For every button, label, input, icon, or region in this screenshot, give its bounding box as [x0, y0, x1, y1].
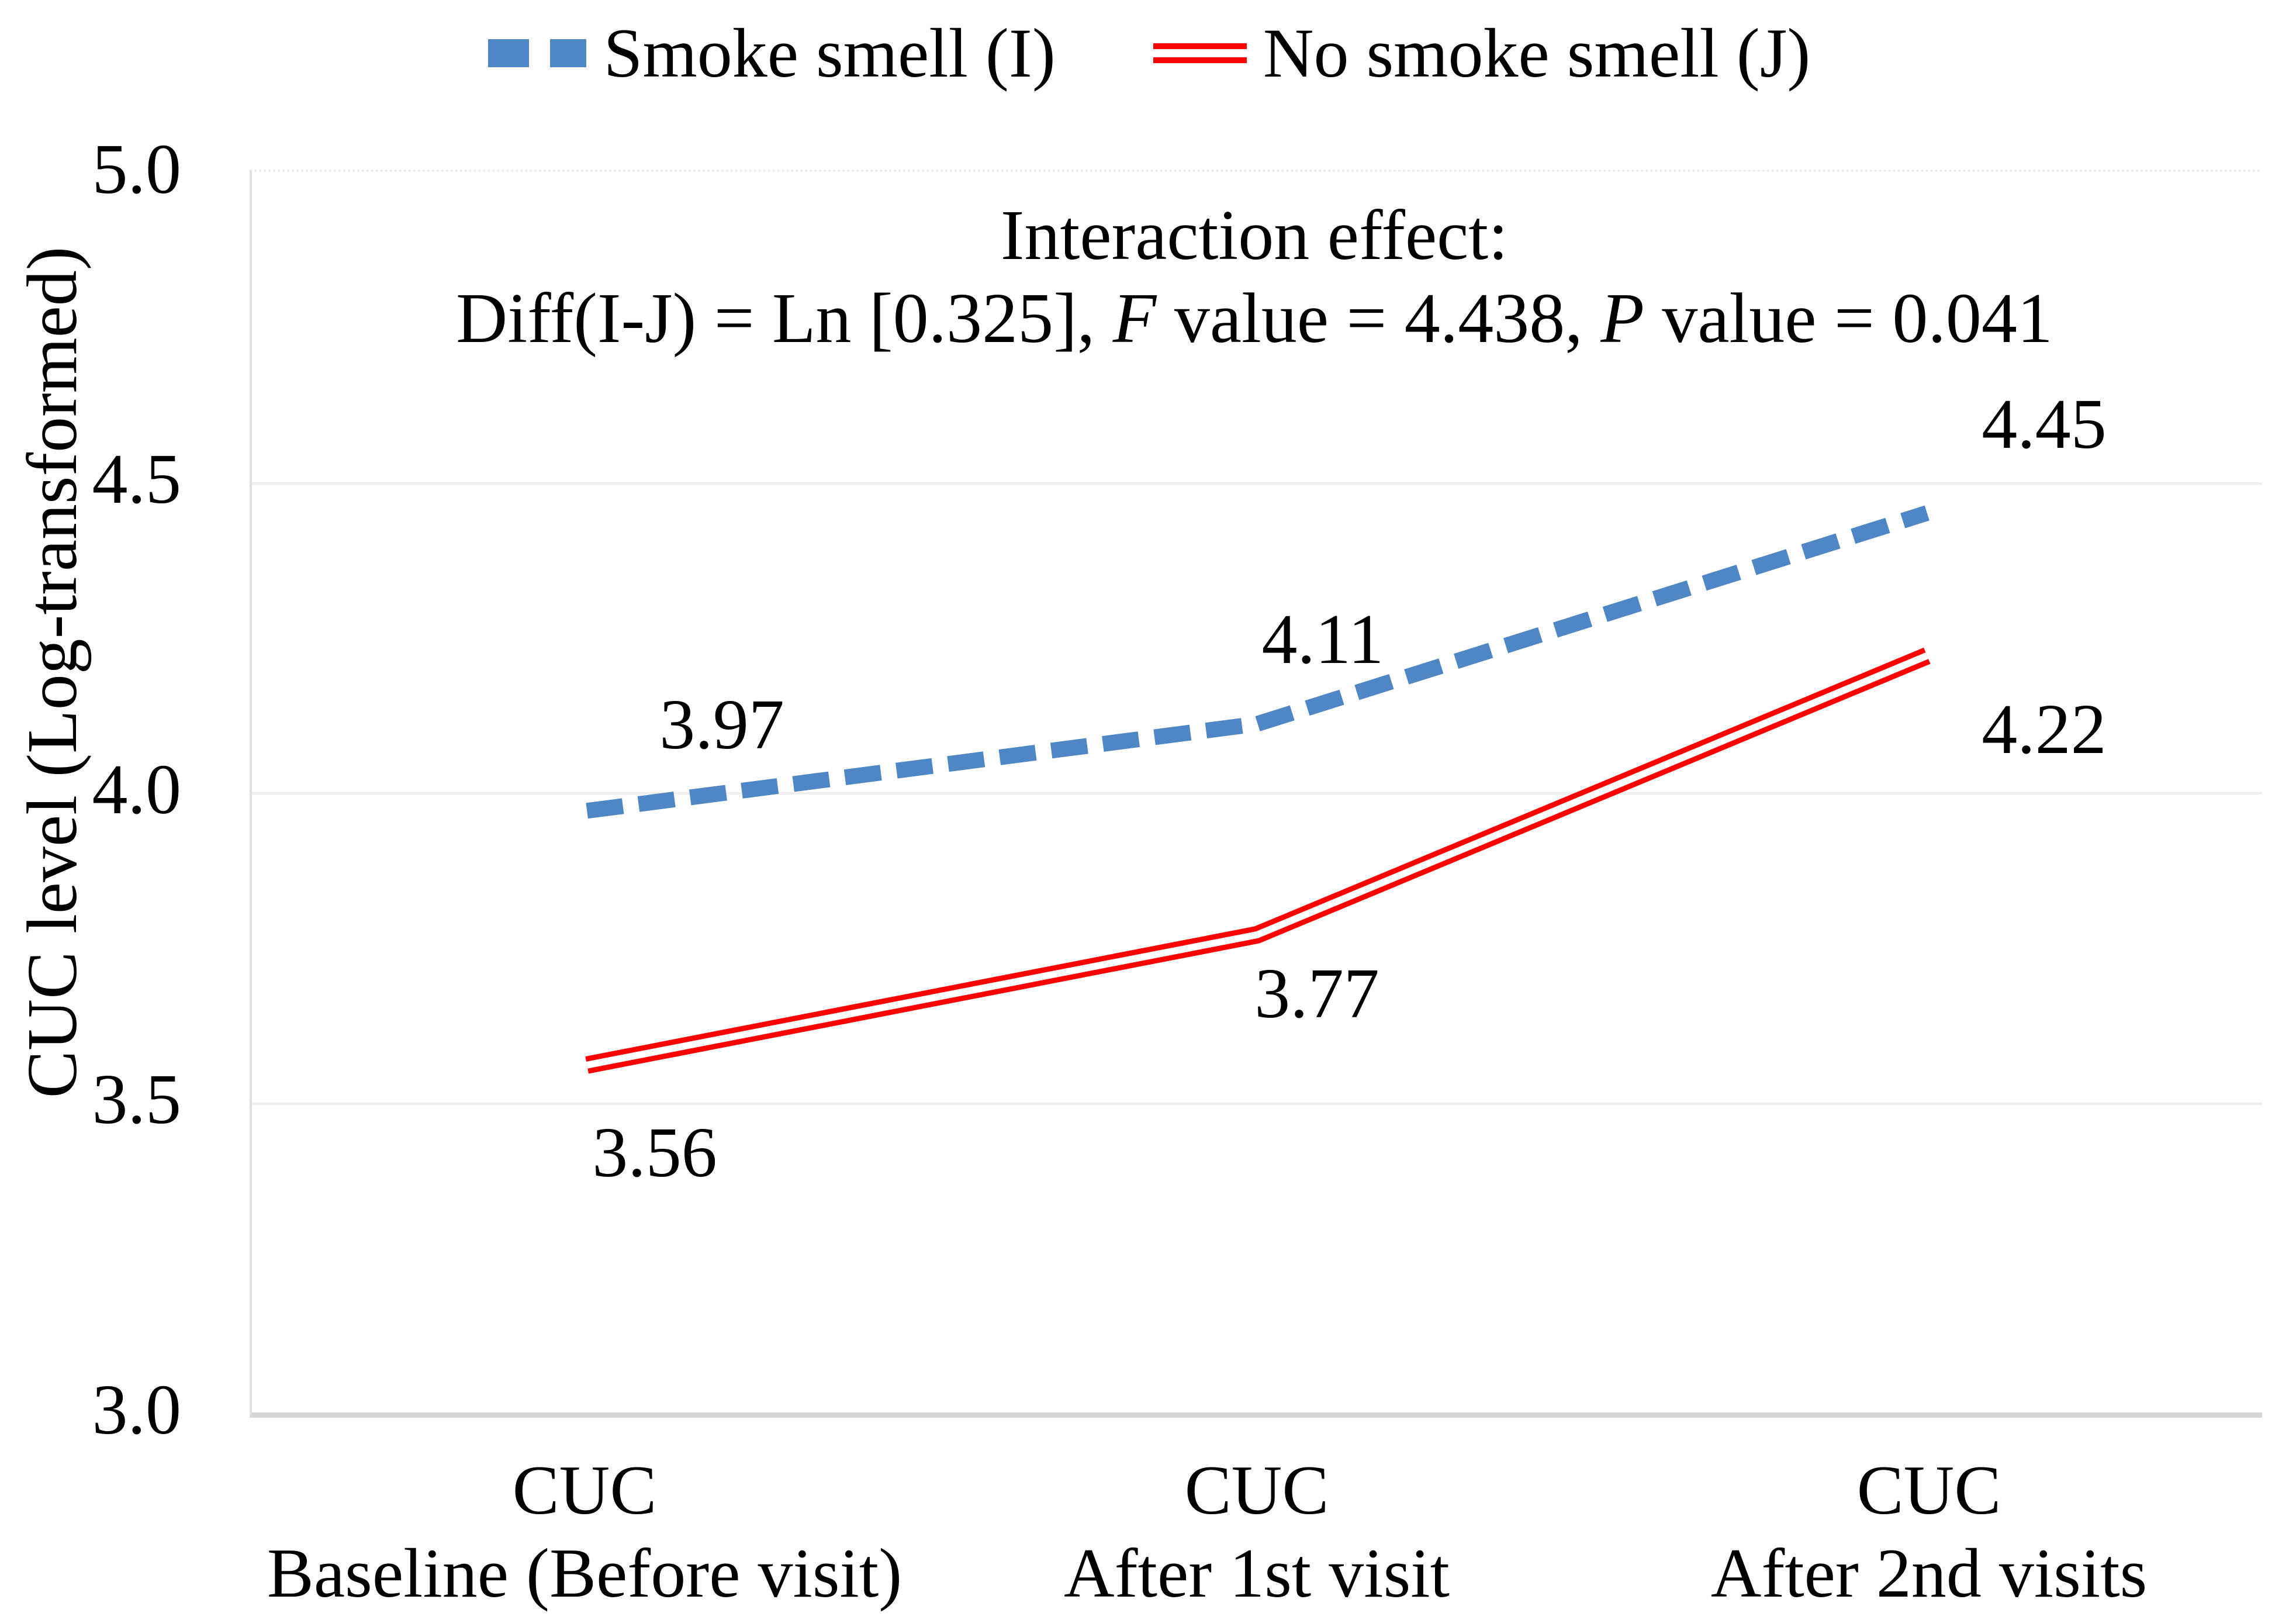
- plot-area: [250, 170, 2262, 1418]
- no-smoke-smell-line-core: [586, 652, 1929, 1069]
- f-value-symbol: F: [1112, 279, 1157, 358]
- legend-label-no-smoke: No smoke smell (J): [1263, 14, 1811, 92]
- x-category-baseline: CUC Baseline (Before visit): [267, 1451, 903, 1612]
- gridline-4.5: [252, 482, 2262, 485]
- interaction-effect-annotation: Interaction effect: Diff(I-J) = Ln [0.32…: [456, 194, 2053, 360]
- y-tick-3.5: 3.5: [92, 1060, 182, 1139]
- legend-item-smoke: Smoke smell (I): [486, 13, 1056, 94]
- y-tick-4.0: 4.0: [92, 750, 182, 829]
- smoke-smell-line: [586, 505, 1930, 819]
- y-axis-title: CUC level (Log-transformed): [13, 246, 92, 1099]
- p-value-symbol: P: [1600, 279, 1644, 358]
- legend-label-smoke: Smoke smell (I): [603, 14, 1056, 92]
- data-label-smoke-2: 4.11: [1261, 600, 1384, 679]
- y-tick-5.0: 5.0: [92, 130, 182, 209]
- x-category-after-1st: CUC After 1st visit: [1064, 1451, 1450, 1612]
- legend-dashed-line-sample: [487, 39, 586, 67]
- data-label-smoke-1: 3.97: [659, 685, 784, 764]
- annotation-line1: Interaction effect:: [1000, 196, 1509, 275]
- data-label-smoke-3: 4.45: [1982, 385, 2107, 464]
- annotation-line2: Diff(I-J) = Ln [0.325], F value = 4.438,…: [456, 279, 2053, 358]
- series-plot: [585, 505, 1931, 1074]
- legend: Smoke smell (I) No smoke smell (J): [0, 13, 2296, 94]
- legend-item-no-smoke: No smoke smell (J): [1152, 13, 1811, 94]
- gridline-4.0: [252, 792, 2262, 795]
- y-tick-4.5: 4.5: [92, 440, 182, 519]
- data-label-no-smoke-3: 4.22: [1982, 690, 2107, 769]
- x-category-after-2nd: CUC After 2nd visits: [1710, 1451, 2148, 1612]
- gridline-3.5: [252, 1102, 2262, 1105]
- y-tick-3.0: 3.0: [92, 1370, 182, 1449]
- data-label-no-smoke-2: 3.77: [1254, 954, 1379, 1033]
- legend-double-line-sample: [1153, 43, 1247, 63]
- data-label-no-smoke-1: 3.56: [592, 1113, 717, 1192]
